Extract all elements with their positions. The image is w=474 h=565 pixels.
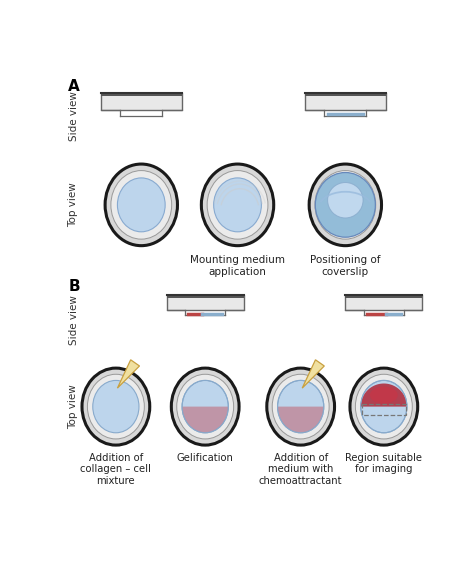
Ellipse shape — [177, 374, 234, 439]
Ellipse shape — [267, 368, 335, 445]
Ellipse shape — [315, 171, 376, 239]
Ellipse shape — [309, 164, 382, 246]
Text: Mounting medium
application: Mounting medium application — [190, 255, 285, 276]
Text: Positioning of
coverslip: Positioning of coverslip — [310, 255, 381, 276]
Ellipse shape — [278, 380, 324, 433]
Ellipse shape — [111, 171, 172, 239]
Ellipse shape — [361, 380, 407, 433]
Bar — [305, 93, 386, 110]
Ellipse shape — [93, 380, 139, 433]
Text: Side view: Side view — [69, 295, 79, 345]
Polygon shape — [361, 384, 407, 407]
Text: Top view: Top view — [69, 182, 79, 227]
Text: Region suitable
for imaging: Region suitable for imaging — [346, 453, 422, 475]
Text: Addition of
medium with
chemoattractant: Addition of medium with chemoattractant — [259, 453, 342, 486]
Polygon shape — [182, 407, 228, 433]
Polygon shape — [278, 407, 324, 433]
Polygon shape — [302, 360, 324, 388]
Ellipse shape — [105, 164, 177, 246]
Ellipse shape — [350, 368, 418, 445]
Ellipse shape — [370, 386, 398, 403]
Text: Side view: Side view — [69, 92, 79, 141]
Bar — [167, 295, 244, 310]
Bar — [346, 295, 422, 298]
Bar — [167, 295, 244, 298]
Ellipse shape — [171, 368, 239, 445]
Ellipse shape — [315, 172, 375, 237]
Text: A: A — [68, 79, 80, 94]
Ellipse shape — [214, 178, 261, 232]
Text: B: B — [68, 279, 80, 294]
Text: Addition of
collagen – cell
mixture: Addition of collagen – cell mixture — [81, 453, 151, 486]
Ellipse shape — [328, 182, 363, 218]
Ellipse shape — [201, 164, 273, 246]
Bar — [346, 295, 422, 310]
Bar — [101, 93, 182, 110]
Bar — [305, 93, 386, 96]
Bar — [362, 405, 406, 415]
Text: Top view: Top view — [69, 384, 79, 429]
Ellipse shape — [82, 368, 150, 445]
Ellipse shape — [356, 374, 412, 439]
Ellipse shape — [182, 380, 228, 433]
Ellipse shape — [118, 178, 165, 232]
Polygon shape — [118, 360, 139, 388]
Bar — [101, 93, 182, 96]
Text: Gelification: Gelification — [177, 453, 234, 463]
Ellipse shape — [87, 374, 145, 439]
Ellipse shape — [207, 171, 268, 239]
Ellipse shape — [272, 374, 329, 439]
